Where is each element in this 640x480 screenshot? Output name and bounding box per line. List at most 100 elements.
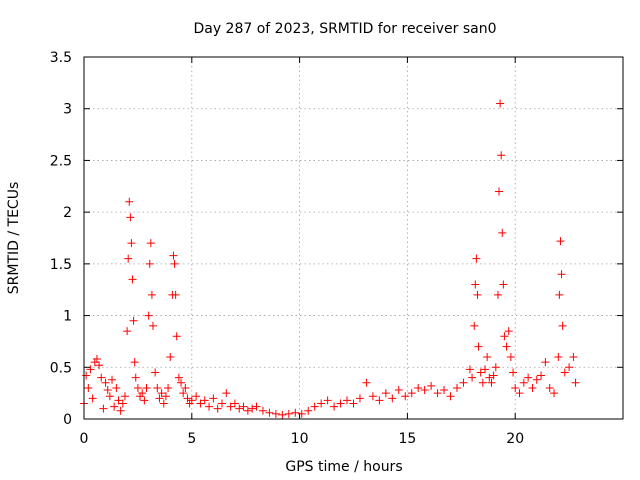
data-point-marker <box>560 368 569 377</box>
data-point-marker <box>330 402 339 411</box>
data-point-marker <box>509 368 518 377</box>
y-tick-label: 0.5 <box>50 360 72 376</box>
data-point-marker <box>459 378 468 387</box>
y-tick-label: 3.5 <box>50 50 72 66</box>
data-point-marker <box>497 151 506 160</box>
data-point-marker <box>243 406 252 415</box>
y-tick-label: 2.5 <box>50 153 72 169</box>
data-point-marker <box>297 409 306 418</box>
x-tick-label: 0 <box>80 431 89 447</box>
data-point-marker <box>252 402 261 411</box>
data-point-marker <box>127 239 136 248</box>
data-point-marker <box>550 389 559 398</box>
data-point-marker <box>177 378 186 387</box>
y-tick-label: 1.5 <box>50 257 72 273</box>
data-point-marker <box>230 399 239 408</box>
data-point-marker <box>471 280 480 289</box>
x-tick-label: 5 <box>187 431 196 447</box>
data-point-marker <box>124 254 133 263</box>
data-point-marker <box>506 352 515 361</box>
data-point-marker <box>496 99 505 108</box>
data-point-marker <box>138 389 147 398</box>
axis-ticks: 0 5 10 15 20 0 0.5 1 1.5 2 2.5 3 3.5 <box>50 50 623 447</box>
data-point-marker <box>172 332 181 341</box>
data-point-marker <box>557 270 566 279</box>
data-point-marker <box>519 378 528 387</box>
data-point-marker <box>375 396 384 405</box>
data-point-marker <box>465 365 474 374</box>
data-point-marker <box>123 327 132 336</box>
data-point-marker <box>278 410 287 419</box>
data-point-marker <box>181 383 190 392</box>
data-point-marker <box>153 383 162 392</box>
data-point-marker <box>130 358 139 367</box>
data-point-marker <box>84 383 93 392</box>
data-point-marker <box>95 361 104 370</box>
data-point-marker <box>171 290 180 299</box>
y-tick-label: 2 <box>63 205 72 221</box>
data-point-marker <box>118 399 127 408</box>
data-point-marker <box>394 386 403 395</box>
data-point-marker <box>226 402 235 411</box>
data-point-marker <box>161 392 170 401</box>
grid-lines <box>84 57 623 419</box>
data-point-marker <box>147 290 156 299</box>
data-point-marker <box>537 371 546 380</box>
data-point-marker <box>166 352 175 361</box>
y-tick-label: 1 <box>63 309 72 325</box>
data-point-marker <box>125 197 134 206</box>
data-point-marker <box>368 392 377 401</box>
data-point-marker <box>476 368 485 377</box>
data-point-marker <box>248 404 257 413</box>
data-point-marker <box>129 316 138 325</box>
data-point-marker <box>323 396 332 405</box>
data-point-marker <box>159 399 168 408</box>
x-tick-label: 15 <box>398 431 416 447</box>
data-point-marker <box>481 365 490 374</box>
data-point-marker <box>209 394 218 403</box>
data-point-marker <box>200 396 209 405</box>
data-point-marker <box>116 406 125 415</box>
data-point-marker <box>174 373 183 382</box>
data-point-marker <box>502 342 511 351</box>
data-point-marker <box>284 409 293 418</box>
data-point-marker <box>407 389 416 398</box>
data-point-marker <box>565 363 574 372</box>
data-point-marker <box>239 402 248 411</box>
data-point-marker <box>317 399 326 408</box>
data-point-marker <box>108 375 117 384</box>
data-point-marker <box>343 396 352 405</box>
data-point-marker <box>528 383 537 392</box>
data-point-marker <box>473 290 482 299</box>
data-point-marker <box>140 396 149 405</box>
data-point-marker <box>235 404 244 413</box>
data-point-marker <box>493 290 502 299</box>
data-point-marker <box>258 406 267 415</box>
data-point-marker <box>92 355 101 364</box>
x-axis-label: GPS time / hours <box>285 459 402 475</box>
data-point-marker <box>310 402 319 411</box>
data-point-marker <box>112 383 121 392</box>
data-point-marker <box>349 399 358 408</box>
data-point-marker <box>470 321 479 330</box>
data-point-marker <box>114 396 123 405</box>
data-point-marker <box>362 378 371 387</box>
data-point-marker <box>151 368 160 377</box>
data-point-marker <box>511 383 520 392</box>
x-tick-label: 20 <box>506 431 524 447</box>
data-point-marker <box>556 237 565 246</box>
data-point-marker <box>545 383 554 392</box>
data-point-marker <box>217 399 226 408</box>
data-point-marker <box>265 408 274 417</box>
data-point-marker <box>355 394 364 403</box>
data-point-marker <box>558 321 567 330</box>
data-point-marker <box>515 389 524 398</box>
data-point-marker <box>146 239 155 248</box>
data-point-marker <box>142 383 151 392</box>
data-point-marker <box>571 378 580 387</box>
data-point-marker <box>133 383 142 392</box>
data-point-marker <box>144 311 153 320</box>
data-point-marker <box>483 352 492 361</box>
data-point-marker <box>145 259 154 268</box>
chart-title: Day 287 of 2023, SRMTID for receiver san… <box>193 21 496 37</box>
